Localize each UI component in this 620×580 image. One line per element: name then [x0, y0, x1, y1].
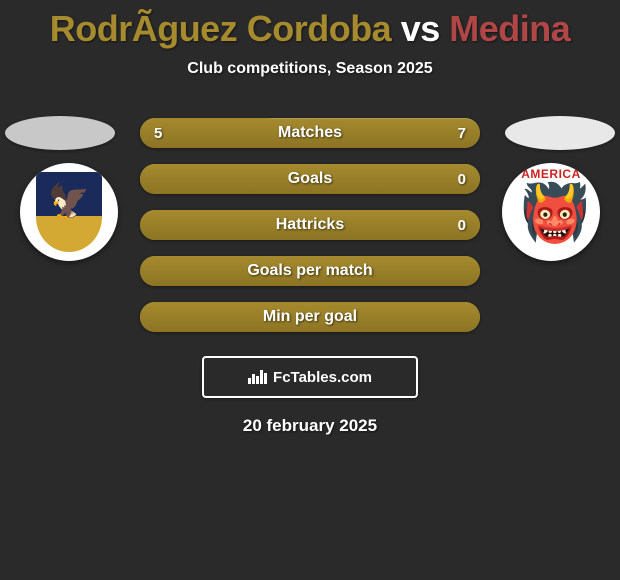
team-crest-right: AMERICA 👹 [502, 163, 600, 261]
eagle-icon: 🦅 [48, 182, 90, 222]
player-right-oval [505, 116, 615, 150]
stat-label: Goals [288, 170, 332, 188]
page-title: RodrÃ­guez Cordoba vs Medina [0, 0, 620, 50]
stat-label: Goals per match [247, 262, 372, 280]
player-left-oval [5, 116, 115, 150]
stat-value-right: 7 [458, 125, 466, 142]
stat-bar: 5 Matches 7 [140, 118, 480, 148]
aguilas-shield-icon: 🦅 [36, 172, 102, 252]
america-label: AMERICA [512, 167, 590, 181]
stat-label: Matches [278, 124, 342, 142]
watermark: FcTables.com [202, 356, 418, 398]
stat-label: Min per goal [263, 308, 357, 326]
stat-bars: 5 Matches 7 Goals 0 Hattricks 0 Goals per match… [140, 118, 480, 332]
stat-bar: Min per goal [140, 302, 480, 332]
devil-icon: 👹 [520, 185, 590, 241]
bar-chart-icon [248, 370, 267, 384]
date: 20 february 2025 [0, 416, 620, 436]
stat-label: Hattricks [276, 216, 344, 234]
stat-value-right: 0 [458, 171, 466, 188]
stat-bar: Goals per match [140, 256, 480, 286]
stat-value-right: 0 [458, 217, 466, 234]
stat-bar: Hattricks 0 [140, 210, 480, 240]
watermark-text: FcTables.com [273, 369, 372, 386]
compare-area: 🦅 AMERICA 👹 5Matches7Goals0Hattricks0Goa… [0, 118, 620, 332]
stat-bar: Goals 0 [140, 164, 480, 194]
title-vs: vs [401, 8, 450, 49]
america-devil-icon: AMERICA 👹 [512, 167, 590, 257]
title-right: Medina [449, 8, 570, 49]
stat-value-left: 5 [154, 125, 162, 142]
team-crest-left: 🦅 [20, 163, 118, 261]
title-left: RodrÃ­guez Cordoba [50, 8, 391, 49]
subtitle: Club competitions, Season 2025 [0, 60, 620, 78]
